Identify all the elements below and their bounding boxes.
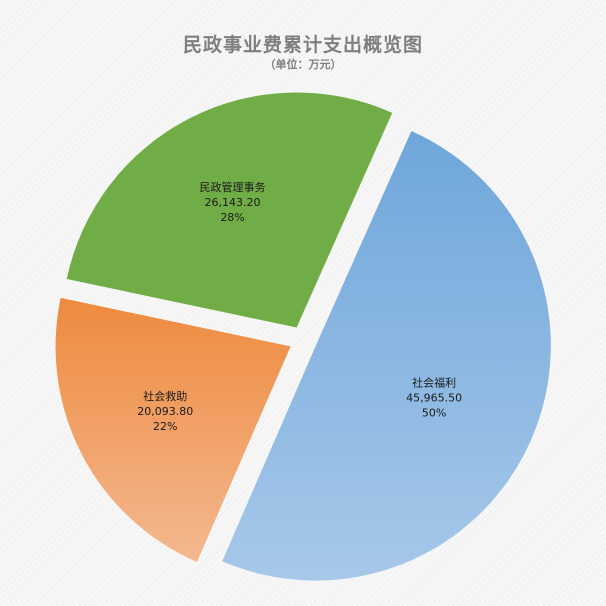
slice-value-label: 26,143.20 <box>205 196 261 209</box>
slice-percent-label: 22% <box>153 420 177 433</box>
slice-name-label: 社会福利 <box>412 376 456 390</box>
slice-name-label: 民政管理事务 <box>200 180 266 194</box>
pie-slice-3 <box>66 92 393 328</box>
slice-value-label: 45,965.50 <box>406 392 462 405</box>
chart-title: 民政事业费累计支出概览图 <box>182 34 423 56</box>
slice-name-label: 社会救助 <box>143 389 187 403</box>
slice-value-label: 20,093.80 <box>137 405 193 418</box>
pie-slice-2 <box>55 297 291 562</box>
slice-percent-label: 50% <box>422 407 446 420</box>
slice-percent-label: 28% <box>220 211 244 224</box>
pie-slice-1 <box>222 130 551 581</box>
chart-subtitle: （单位：万元） <box>264 58 342 71</box>
